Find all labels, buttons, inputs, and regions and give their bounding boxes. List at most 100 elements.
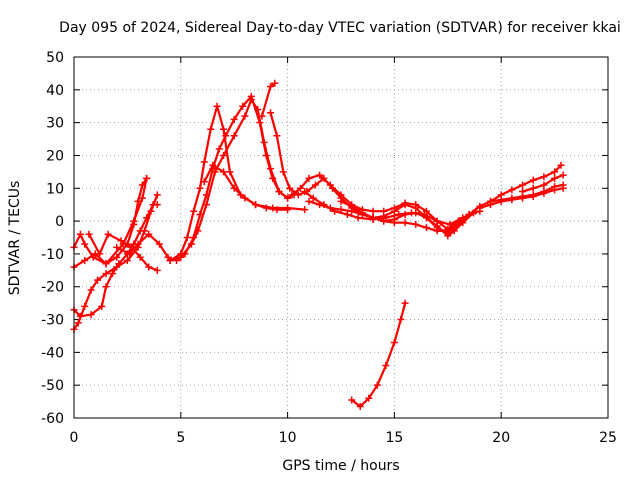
data-point-marker (529, 191, 537, 199)
data-point-marker (123, 256, 131, 264)
data-point-marker (446, 220, 454, 228)
data-point-marker (343, 211, 351, 219)
data-point-marker (209, 161, 217, 169)
data-point-marker (81, 240, 89, 248)
data-point-marker (412, 201, 420, 209)
x-tick-label: 10 (279, 430, 297, 446)
data-point-marker (354, 214, 362, 222)
data-point-marker (273, 132, 281, 140)
data-point-marker (311, 181, 319, 189)
data-point-marker (279, 168, 287, 176)
data-point-marker (96, 250, 104, 258)
y-tick-label: -60 (41, 411, 64, 427)
chart-title: Day 095 of 2024, Sidereal Day-to-day VTE… (59, 20, 621, 36)
x-tick-label: 25 (599, 430, 617, 446)
data-point-marker (271, 79, 279, 87)
x-tick-label: 15 (385, 430, 403, 446)
data-point-marker (337, 191, 345, 199)
data-point-marker (85, 230, 93, 238)
data-point-marker (89, 253, 97, 261)
data-point-marker (348, 207, 356, 215)
data-point-marker (529, 184, 537, 192)
data-point-marker (284, 194, 292, 202)
data-point-marker (207, 125, 215, 133)
data-point-marker (540, 173, 548, 181)
data-point-marker (401, 199, 409, 207)
data-point-marker (136, 253, 144, 261)
data-point-marker (215, 145, 223, 153)
data-point-marker (140, 227, 148, 235)
data-point-marker (454, 217, 462, 225)
data-point-marker (508, 186, 516, 194)
data-point-marker (326, 204, 334, 212)
data-point-marker (113, 243, 121, 251)
series-arc-11 (267, 109, 565, 237)
data-point-marker (369, 207, 377, 215)
data-point-marker (183, 234, 191, 241)
data-point-marker (422, 224, 430, 232)
data-point-marker (288, 191, 296, 199)
data-point-marker (551, 168, 559, 176)
y-tick-label: 50 (46, 50, 64, 66)
data-point-marker (258, 112, 266, 120)
data-point-marker (305, 174, 313, 182)
data-point-marker (296, 184, 304, 192)
data-point-marker (309, 194, 317, 202)
data-point-marker (155, 240, 163, 248)
data-point-marker (267, 109, 275, 117)
data-point-marker (200, 178, 208, 186)
data-point-marker (469, 209, 477, 217)
data-point-marker (529, 176, 537, 184)
data-point-marker (557, 161, 565, 169)
series-line (260, 82, 276, 118)
data-point-marker (200, 158, 208, 166)
data-point-marker (190, 234, 198, 241)
data-point-marker (230, 115, 238, 123)
y-tick-label: 40 (46, 83, 64, 99)
data-point-marker (213, 102, 221, 110)
data-point-marker (241, 194, 249, 202)
y-tick-labels: -60 -50 -40 -30 -20 -10 0 10 20 30 40 50 (41, 50, 64, 427)
data-point-marker (87, 311, 95, 319)
data-point-marker (145, 230, 153, 238)
data-point-marker (130, 217, 138, 225)
data-point-marker (401, 211, 409, 219)
data-point-marker (301, 206, 309, 214)
data-point-marker (81, 302, 89, 310)
data-point-marker (252, 201, 260, 209)
data-point-marker (117, 237, 125, 245)
data-point-marker (273, 206, 281, 214)
data-point-marker (497, 196, 505, 204)
data-point-marker (196, 184, 204, 192)
data-point-marker (190, 207, 198, 215)
data-point-marker (275, 188, 283, 196)
data-point-marker (487, 197, 495, 205)
data-point-marker (76, 230, 84, 238)
data-point-marker (559, 181, 567, 189)
data-point-marker (93, 276, 101, 284)
data-point-marker (226, 168, 234, 176)
series-arc-9 (200, 161, 292, 214)
data-point-marker (551, 183, 559, 191)
data-point-marker (316, 171, 324, 179)
series-line (307, 200, 471, 232)
data-point-marker (126, 250, 134, 258)
data-point-marker (74, 319, 82, 327)
series-line (339, 200, 475, 237)
data-point-marker (382, 361, 390, 369)
data-point-marker (390, 204, 398, 212)
y-tick-label: 30 (46, 116, 64, 132)
data-point-marker (358, 211, 366, 219)
data-point-marker (269, 174, 277, 182)
data-point-marker (348, 396, 356, 404)
y-tick-label: -20 (41, 280, 64, 296)
data-point-marker (239, 102, 247, 110)
data-point-marker (337, 197, 345, 205)
series-arc-17 (487, 181, 567, 205)
data-point-marker (450, 227, 458, 235)
data-point-marker (301, 188, 309, 196)
y-tick-label: -50 (41, 378, 64, 394)
data-point-marker (81, 256, 89, 264)
series-line (87, 233, 159, 272)
